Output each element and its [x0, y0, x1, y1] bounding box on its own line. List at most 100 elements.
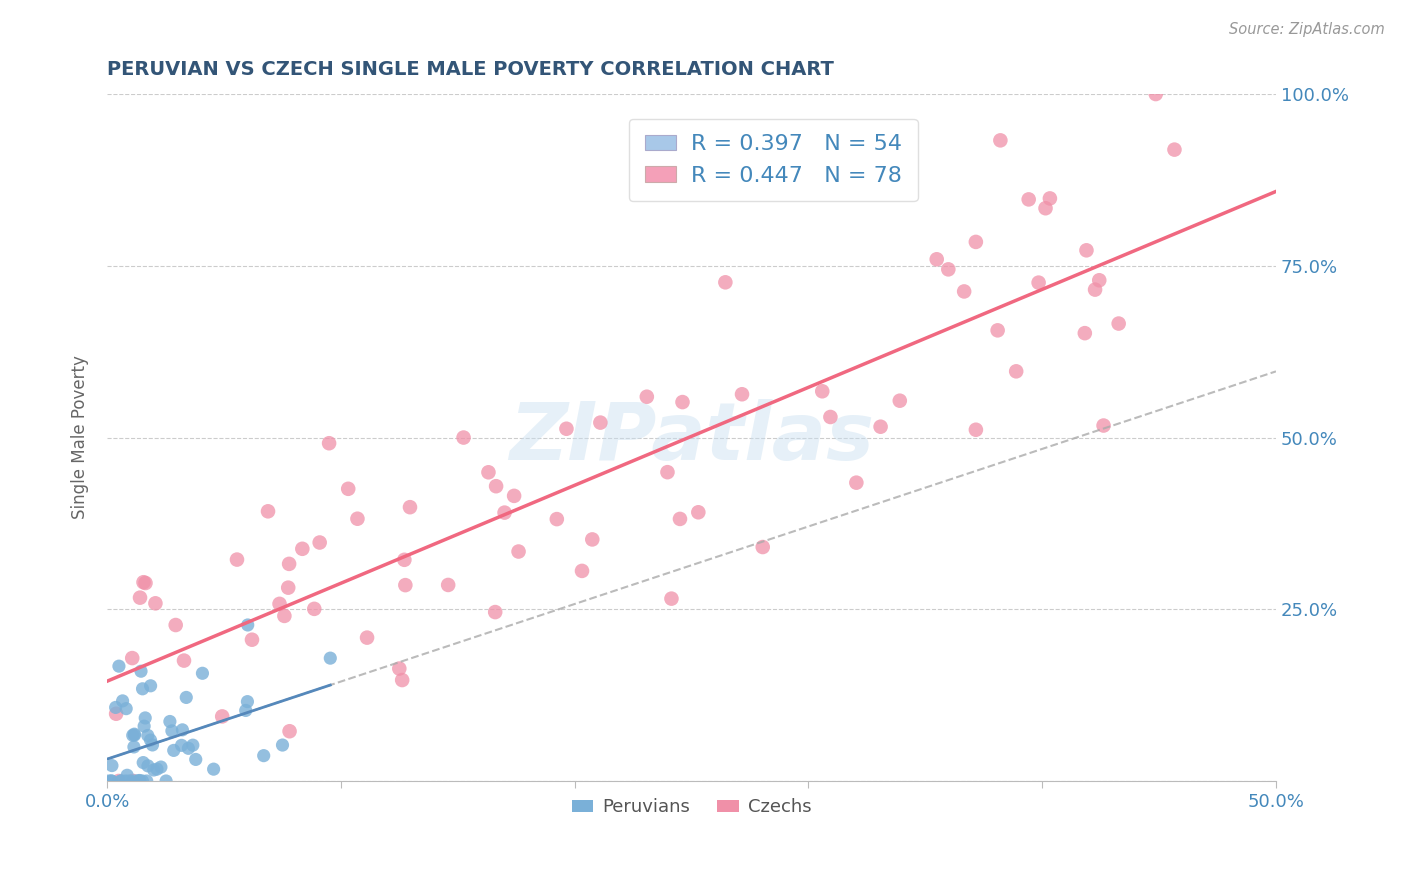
Point: [131, 774, 153, 789]
Point: [122, 774, 145, 789]
Point: [278, 557, 301, 571]
Point: [236, 695, 259, 709]
Point: [110, 774, 132, 789]
Point: [174, 690, 197, 705]
Point: [269, 597, 291, 611]
Point: [172, 723, 194, 737]
Point: [1005, 364, 1028, 378]
Point: [105, 706, 128, 721]
Point: [494, 506, 516, 520]
Point: [257, 504, 280, 518]
Point: [240, 632, 263, 647]
Point: [546, 512, 568, 526]
Point: [965, 235, 987, 249]
Point: [181, 738, 204, 752]
Point: [107, 774, 129, 789]
Point: [484, 605, 506, 619]
Point: [965, 423, 987, 437]
Point: [485, 479, 508, 493]
Text: ZIPatlas: ZIPatlas: [509, 399, 875, 476]
Point: [671, 395, 693, 409]
Point: [453, 431, 475, 445]
Point: [177, 741, 200, 756]
Point: [129, 664, 152, 678]
Point: [503, 489, 526, 503]
Point: [1035, 201, 1057, 215]
Point: [394, 553, 416, 567]
Point: [129, 591, 152, 605]
Point: [159, 714, 181, 729]
Point: [134, 576, 156, 591]
Point: [1108, 317, 1130, 331]
Point: [337, 482, 360, 496]
Point: [589, 416, 612, 430]
Point: [953, 285, 976, 299]
Point: [1074, 326, 1097, 340]
Point: [291, 541, 314, 556]
Point: [391, 673, 413, 687]
Point: [128, 774, 150, 789]
Point: [304, 602, 326, 616]
Point: [132, 756, 155, 770]
Point: [127, 774, 149, 789]
Point: [571, 564, 593, 578]
Point: [636, 390, 658, 404]
Point: [142, 763, 165, 777]
Point: [990, 133, 1012, 147]
Point: [139, 733, 162, 747]
Point: [145, 596, 167, 610]
Point: [889, 393, 911, 408]
Legend: Peruvians, Czechs: Peruvians, Czechs: [564, 791, 818, 823]
Point: [136, 759, 159, 773]
Point: [394, 578, 416, 592]
Point: [869, 419, 891, 434]
Text: Source: ZipAtlas.com: Source: ZipAtlas.com: [1229, 22, 1385, 37]
Point: [811, 384, 834, 399]
Point: [155, 774, 177, 789]
Point: [134, 711, 156, 725]
Point: [657, 465, 679, 479]
Point: [135, 774, 157, 789]
Point: [661, 591, 683, 606]
Point: [1028, 276, 1050, 290]
Point: [1144, 87, 1167, 101]
Point: [114, 774, 136, 789]
Point: [100, 774, 122, 789]
Point: [122, 739, 145, 754]
Point: [132, 575, 155, 590]
Point: [149, 760, 172, 774]
Point: [115, 701, 138, 715]
Point: [1163, 143, 1185, 157]
Point: [101, 758, 124, 772]
Text: PERUVIAN VS CZECH SINGLE MALE POVERTY CORRELATION CHART: PERUVIAN VS CZECH SINGLE MALE POVERTY CO…: [107, 60, 834, 78]
Point: [163, 743, 186, 757]
Point: [141, 738, 163, 752]
Point: [845, 475, 868, 490]
Point: [1088, 273, 1111, 287]
Point: [118, 774, 141, 789]
Point: [253, 748, 276, 763]
Point: [925, 252, 948, 267]
Point: [1018, 193, 1040, 207]
Point: [165, 618, 187, 632]
Point: [308, 535, 330, 549]
Point: [124, 728, 146, 742]
Point: [139, 679, 162, 693]
Point: [136, 728, 159, 742]
Point: [278, 724, 301, 739]
Point: [1076, 244, 1098, 258]
Point: [1039, 191, 1062, 205]
Point: [115, 768, 138, 782]
Point: [277, 581, 299, 595]
Point: [820, 409, 842, 424]
Point: [104, 700, 127, 714]
Point: [555, 422, 578, 436]
Point: [346, 512, 368, 526]
Y-axis label: Single Male Poverty: Single Male Poverty: [72, 356, 89, 519]
Point: [131, 681, 153, 696]
Point: [108, 659, 131, 673]
Point: [97, 774, 120, 789]
Point: [273, 608, 295, 623]
Point: [100, 774, 122, 789]
Point: [124, 727, 146, 741]
